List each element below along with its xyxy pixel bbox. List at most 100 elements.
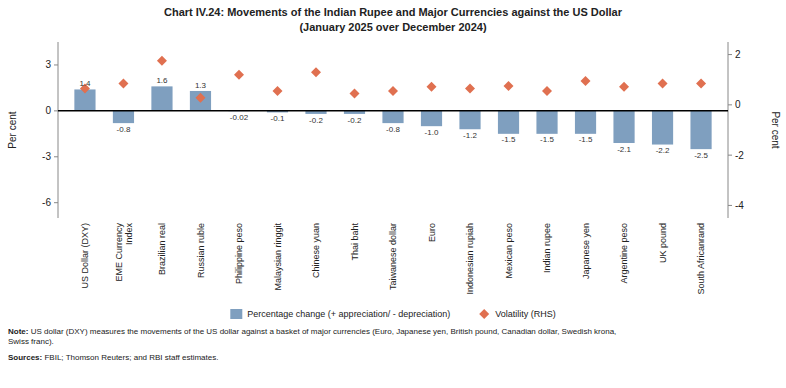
y-axis-left: 30-3-6Per cent [7, 42, 58, 218]
category-label-group: Thai baht [350, 223, 360, 261]
data-label: -1.5 [540, 135, 554, 144]
annotation-text: FBIL; Thomson Reuters; and RBI staff est… [42, 353, 218, 362]
chart: Chart IV.24: Movements of the Indian Rup… [0, 0, 786, 388]
legend-item: Percentage change (+ appreciation/ - dep… [230, 309, 450, 319]
category-label-line: South Africanrand [696, 223, 706, 295]
data-labels: 1.4-0.81.61.3-0.02-0.1-0.2-0.2-0.8-1.0-1… [79, 76, 708, 159]
tick-label: 3 [45, 59, 51, 70]
category-label: Brazilian real [157, 223, 167, 275]
category-label-line: Mexican peso [504, 223, 514, 279]
marker [619, 82, 629, 92]
tick-label: 0 [45, 105, 51, 116]
data-label: -2.1 [617, 145, 631, 154]
marker [118, 78, 128, 88]
axis-label: Per cent [7, 111, 18, 148]
marker [272, 86, 282, 96]
category-label-line: Malaysian ringgit [273, 223, 283, 291]
annotation-text: Swiss franc). [8, 337, 54, 346]
tick-label: 0 [735, 99, 741, 110]
plot-area [58, 56, 728, 149]
data-label: -2.5 [694, 151, 708, 160]
category-label-group: Brazilian real [157, 223, 167, 275]
category-label-group: Euro [427, 223, 437, 242]
marker [195, 93, 205, 103]
marker [696, 78, 706, 88]
bar [652, 111, 673, 145]
bar [613, 111, 634, 143]
tick-label: 2 [735, 49, 741, 60]
category-label-group: Chinese yuan [311, 223, 321, 278]
bar [113, 111, 134, 123]
title: Chart IV.24: Movements of the Indian Rup… [164, 6, 623, 18]
marker [349, 89, 359, 99]
tick [54, 64, 58, 65]
tick [728, 205, 732, 206]
y-axis-right: 20-2-4Per cent [728, 42, 781, 218]
marker [465, 84, 475, 94]
category-label-line: Philippine peso [234, 223, 244, 284]
tick [54, 110, 58, 111]
category-label-group: Malaysian ringgit [273, 223, 283, 291]
annotation-prefix: Note: [8, 327, 28, 336]
marker [542, 86, 552, 96]
category-label-group: US Dollar (DXY) [80, 223, 90, 289]
bar [459, 111, 480, 129]
data-label: -1.0 [425, 128, 439, 137]
data-label: 1.6 [156, 76, 168, 85]
axis-line [58, 42, 59, 218]
category-label-group: UK pound [658, 223, 668, 263]
category-label-group: Japanese yen [581, 223, 591, 279]
tick-label: -2 [735, 150, 744, 161]
category-label: Chinese yuan [311, 223, 321, 278]
tick [728, 54, 732, 55]
category-label: UK pound [658, 223, 668, 263]
data-label: -1.5 [579, 135, 593, 144]
marker [658, 78, 668, 88]
bar [190, 91, 211, 111]
tick [728, 155, 732, 156]
legend-item: Volatility (RHS) [479, 309, 556, 319]
category-label: Argentine peso [619, 223, 629, 284]
category-label-group: South Africanrand [696, 223, 706, 295]
legend-swatch [230, 309, 242, 319]
category-label-group: Indian rupee [542, 223, 552, 273]
category-label: EME CurrencyIndex [114, 223, 134, 282]
legend-label: Volatility (RHS) [495, 309, 556, 319]
legend: Percentage change (+ appreciation/ - dep… [230, 309, 555, 319]
annotation-text: US dollar (DXY) measures the movements o… [28, 327, 616, 336]
category-label-line: UK pound [658, 223, 668, 263]
tick [54, 156, 58, 157]
marker [388, 86, 398, 96]
bar [498, 111, 519, 134]
data-label: -0.2 [309, 116, 323, 125]
marker [311, 67, 321, 77]
axis-line [728, 42, 729, 218]
legend-swatch [479, 309, 489, 319]
category-label: Russian ruble [196, 223, 206, 278]
bar [690, 111, 711, 149]
tick [728, 104, 732, 105]
data-label: 1.4 [79, 79, 91, 88]
category-label-group: Philippine peso [234, 223, 244, 284]
tick-label: -6 [42, 197, 51, 208]
category-label: Indonesian rupiah [465, 223, 475, 295]
category-label: Japanese yen [581, 223, 591, 279]
x-axis: US Dollar (DXY) EME CurrencyIndex Brazilia… [80, 223, 706, 295]
category-label: Indian rupee [542, 223, 552, 273]
category-label: Euro [427, 223, 437, 242]
bar [382, 111, 403, 123]
category-label: Taiwanese dollar [388, 223, 398, 290]
category-label-line: Indonesian rupiah [465, 223, 475, 295]
marker [234, 70, 244, 80]
zero-line [58, 110, 728, 112]
category-label: Philippine peso [234, 223, 244, 284]
category-label-line: Argentine peso [619, 223, 629, 284]
category-label-group: Taiwanese dollar [388, 223, 398, 290]
category-label-group: Russian ruble [196, 223, 206, 278]
category-label-line: US Dollar (DXY) [80, 223, 90, 289]
category-label-line: Japanese yen [581, 223, 591, 279]
category-label-group: EME CurrencyIndex [114, 223, 134, 282]
data-label: -1.2 [463, 131, 477, 140]
marker [504, 81, 514, 91]
data-label: -0.1 [271, 114, 285, 123]
